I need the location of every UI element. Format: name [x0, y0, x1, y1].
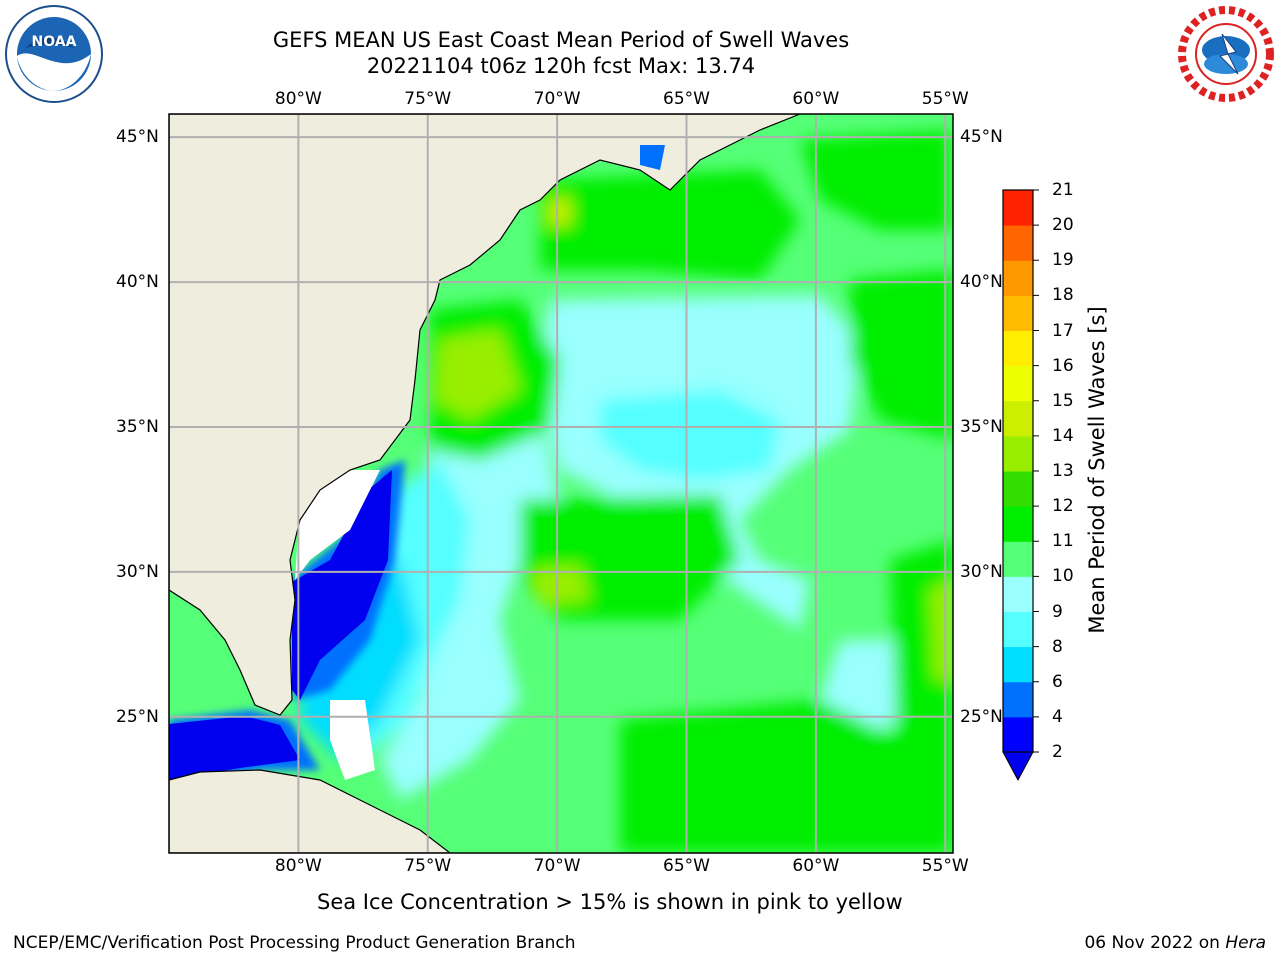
- bay-of-fundy: [640, 145, 665, 170]
- longitude-label: 70°W: [533, 856, 581, 876]
- map-frame: [168, 113, 954, 854]
- colorbar-tick-label: 16: [1052, 355, 1074, 376]
- swell-contours: [169, 130, 953, 853]
- colorbar-label: Mean Period of Swell Waves [s]: [1085, 306, 1109, 634]
- colorbar-tick-label: 15: [1052, 390, 1074, 411]
- colorbar-segment: [1003, 330, 1033, 367]
- land: [169, 114, 801, 853]
- latitude-label: 45°N: [116, 127, 159, 148]
- latitude-label: 40°N: [116, 272, 159, 293]
- colorbar-tick-label: 12: [1052, 496, 1074, 517]
- colorbar-tick-marks: [1033, 189, 1039, 753]
- colorbar-segment: [1003, 681, 1033, 718]
- noaa-logo-text: NOAA: [32, 34, 77, 50]
- colorbar-segment: [1003, 576, 1033, 612]
- colorbar-segment: [1003, 295, 1033, 331]
- colorbar-tick-label: 21: [1052, 180, 1074, 200]
- longitude-label: 55°W: [921, 89, 969, 109]
- longitude-label: 80°W: [274, 856, 322, 876]
- colorbar-tick-label: 13: [1052, 461, 1074, 481]
- colorbar-tick-label: 6: [1052, 671, 1063, 692]
- colorbar-segment: [1003, 260, 1033, 296]
- colorbar-segment: [1003, 400, 1033, 437]
- colorbar-extend-triangle: [1002, 751, 1034, 782]
- noaa-logo: NOAA: [5, 5, 103, 103]
- colorbar-segment: [1003, 365, 1033, 402]
- latitude-label: 30°N: [960, 561, 1003, 582]
- longitude-label: 80°W: [274, 89, 322, 109]
- colorbar-segment: [1003, 190, 1033, 226]
- colorbar-segment: [1003, 435, 1033, 472]
- latitude-label: 35°N: [960, 416, 1003, 437]
- latitude-label: 40°N: [960, 272, 1003, 293]
- no-data-bahamas: [330, 700, 375, 780]
- latitude-label: 30°N: [116, 561, 159, 582]
- longitude-label: 55°W: [921, 856, 969, 876]
- latitude-label: 45°N: [960, 127, 1003, 148]
- footer-credit: NCEP/EMC/Verification Post Processing Pr…: [13, 933, 576, 953]
- colorbar-segment: [1003, 646, 1033, 683]
- nws-logo: [1178, 6, 1274, 102]
- colorbar-tick-label: 2: [1052, 742, 1063, 762]
- latitude-label: 25°N: [116, 706, 159, 727]
- graticule: [169, 114, 953, 853]
- longitude-label: 75°W: [404, 856, 452, 876]
- colorbar-tick-label: 8: [1052, 636, 1063, 657]
- footer-date: 06 Nov 2022 on Hera: [1084, 933, 1266, 953]
- latitude-label: 35°N: [116, 416, 159, 437]
- colorbar-tick-label: 17: [1052, 320, 1074, 341]
- longitude-label: 65°W: [663, 89, 710, 109]
- colorbar-segment: [1003, 611, 1033, 648]
- deep-blue-cuba-north: [169, 716, 300, 780]
- colorbar-tick-label: 11: [1052, 531, 1074, 552]
- deep-blue-georgia: [292, 470, 392, 700]
- latitude-label: 25°N: [960, 706, 1003, 727]
- colorbar-tick-label: 10: [1052, 566, 1074, 587]
- colorbar-segment: [1003, 471, 1033, 507]
- colorbar-tick-label: 9: [1052, 601, 1063, 622]
- map-fields: [169, 114, 953, 853]
- longitude-label: 65°W: [663, 856, 710, 876]
- sea-ice-note: Sea Ice Concentration > 15% is shown in …: [317, 890, 903, 914]
- colorbar-segment: [1003, 541, 1033, 577]
- longitude-label: 70°W: [533, 89, 581, 109]
- colorbar-tick-label: 20: [1052, 215, 1074, 236]
- colorbar-tick-label: 4: [1052, 706, 1063, 727]
- longitude-label: 60°W: [792, 856, 840, 876]
- no-data-shelf: [295, 470, 380, 580]
- longitude-label: 75°W: [404, 89, 452, 109]
- chart-subtitle: 20221104 t06z 120h fcst Max: 13.74: [366, 54, 756, 78]
- footer-date-text: 06 Nov 2022 on: [1084, 933, 1226, 953]
- colorbar-segment: [1003, 225, 1033, 261]
- colorbar-tick-label: 18: [1052, 285, 1074, 306]
- colorbar-segments: [1003, 190, 1033, 753]
- chart-title: GEFS MEAN US East Coast Mean Period of S…: [272, 28, 850, 52]
- longitude-label: 60°W: [792, 89, 840, 109]
- colorbar-segment: [1003, 506, 1033, 542]
- colorbar-segment: [1003, 716, 1033, 753]
- colorbar-tick-label: 14: [1052, 425, 1074, 446]
- colorbar-tick-label: 19: [1052, 250, 1074, 271]
- footer-host: Hera: [1225, 933, 1266, 953]
